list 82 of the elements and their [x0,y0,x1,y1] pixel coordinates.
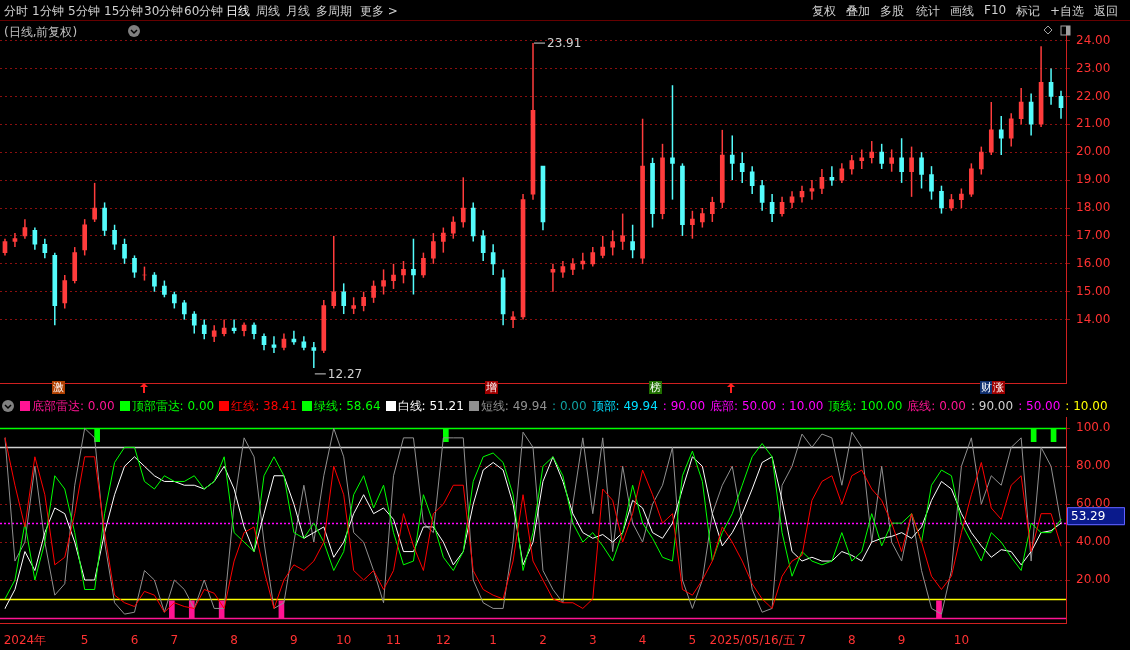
annotation: 涨 [992,381,1005,394]
text: 60分钟 [184,3,224,20]
legend-label: 顶部雷达: 0.00 [131,399,215,413]
y-tick-label: 40.00 [1076,534,1111,549]
x-tick-label: 10 [953,632,970,647]
y-tick-label: 80.00 [1076,458,1111,473]
text: 53.29 [1071,509,1106,524]
legend-label: 红线: 38.41 [231,399,298,413]
x-tick-label: 10 [336,632,352,647]
annotation: 23.91 [547,36,582,51]
y-tick-label: 17.00 [1076,228,1111,243]
x-tick-label: 2024年 [3,632,47,647]
text: 顶部: 49.94 [591,399,658,413]
annotation: 财 [980,381,993,394]
ref-line-label: 底线: 0.00 [907,399,966,413]
y-tick-label: 19.00 [1076,172,1111,187]
text: 月线 [286,3,310,20]
text: : 10.00 [781,399,824,413]
legend-label: 绿线: 58.64 [314,399,381,413]
text: 画线 [950,3,974,20]
text: 更多 > [360,3,398,20]
y-tick-label: 100.0 [1076,420,1111,435]
x-tick-label: 11 [385,632,402,647]
legend-label: 短线: 49.94 [480,399,548,413]
x-tick-label: 7 [170,632,179,647]
x-tick-label: 5 [688,632,697,647]
text: 30分钟 [144,3,184,20]
text: 5分钟 [68,3,100,20]
x-tick-label: 9 [290,632,298,647]
text: 复权 [812,3,836,20]
annotation: 激 [52,381,65,394]
x-tick-label: 4 [638,632,647,647]
x-tick-label: 5 [80,632,89,647]
y-tick-label: 20.00 [1076,144,1111,159]
text: 多股 [880,3,904,20]
text: F10 [984,3,1007,17]
text: 多周期 [316,3,352,20]
text: 统计 [916,3,940,20]
y-tick-label: 16.00 [1076,255,1111,270]
y-tick-label: 18.00 [1076,200,1111,215]
text: 1分钟 [32,3,64,20]
ref-line-label: 顶线: 100.00 [828,399,903,413]
x-tick-label: 6 [130,632,139,647]
y-tick-label: 20.00 [1076,572,1111,587]
text: : 0.00 [552,399,587,413]
y-tick-label: 60.00 [1076,496,1111,511]
text: 标记 [1016,3,1040,20]
text: 周线 [256,3,280,20]
legend-label: 底部雷达: 0.00 [32,399,115,413]
candlestick [670,84,675,201]
text: +自选 [1050,3,1085,20]
x-tick-label: 2 [539,632,547,647]
y-tick-label: 14.00 [1076,311,1111,326]
text: 底部: 50.00 [710,399,777,413]
ref-line-label: : 90.00 [970,399,1014,413]
annotation: 增 [485,381,498,394]
text: 日线 [226,3,250,20]
x-tick-label: 8 [847,632,856,647]
text: 叠加 [846,3,870,20]
y-tick-label: 21.00 [1076,116,1111,131]
text: : 90.00 [662,399,706,413]
x-tick-label: 1 [489,632,497,647]
legend-label: 白线: 51.21 [397,399,464,413]
text: 15分钟 [104,3,144,20]
x-tick-label: 9 [897,632,906,647]
y-tick-label: 22.00 [1076,88,1111,103]
annotation: 12.27 [327,367,363,382]
x-tick-label: 7 [798,632,806,647]
ref-line-label: : 50.00 [1018,399,1061,413]
x-tick-label: 3 [588,632,597,647]
text: 分时 [4,3,28,20]
y-tick-label: 23.00 [1076,60,1111,75]
candlestick [889,148,894,173]
x-tick-label: 2025/05/16/五 [709,632,795,647]
y-tick-label: 15.00 [1076,283,1111,298]
ref-line-label: : 10.00 [1065,399,1108,413]
y-tick-label: 24.00 [1076,32,1111,47]
x-tick-label: 8 [230,632,238,647]
chart-title: (日线,前复权) [4,25,78,39]
x-tick-label: 12 [435,632,451,647]
annotation: 榜 [649,381,662,394]
text: 返回 [1094,3,1118,20]
